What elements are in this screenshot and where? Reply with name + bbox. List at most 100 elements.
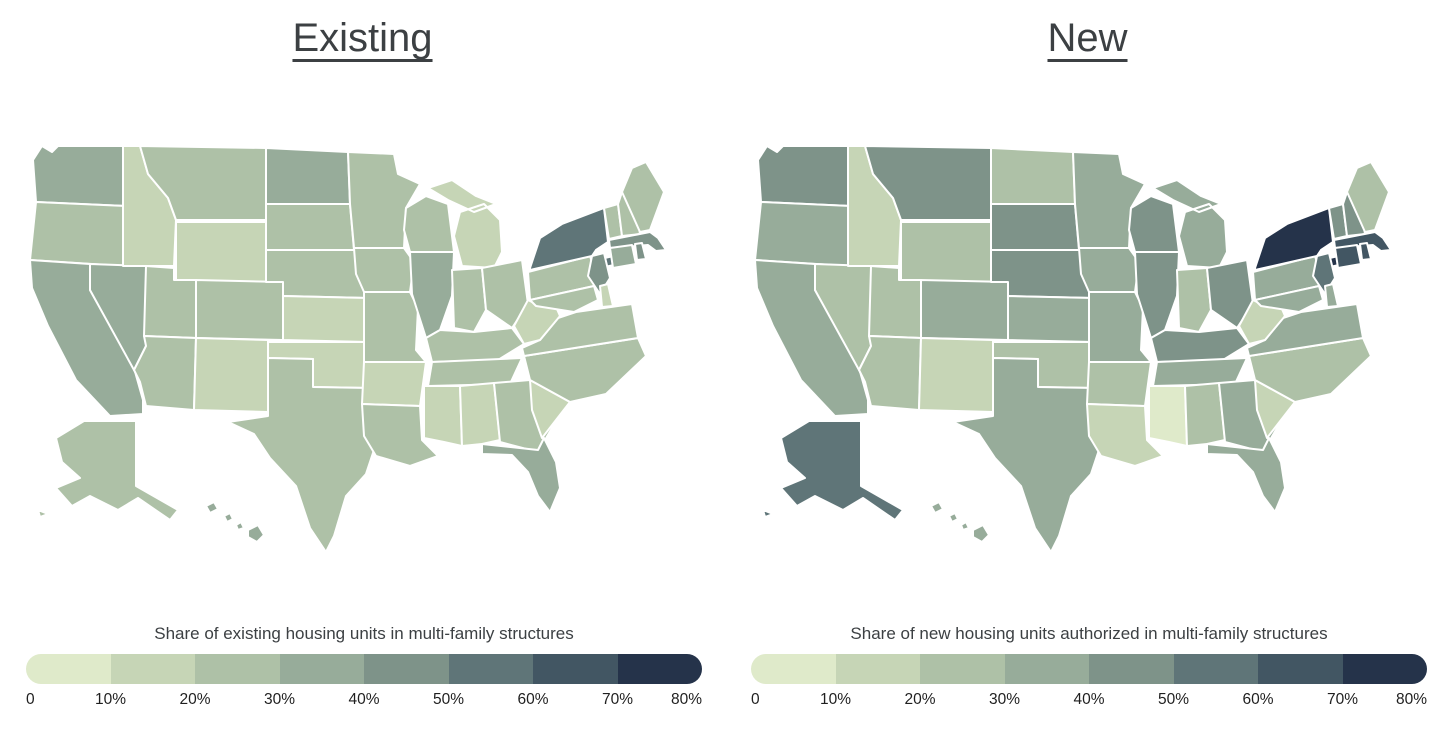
legend-colorbar-new — [751, 654, 1427, 684]
state-co-existing[interactable] — [195, 279, 284, 341]
legend-tick-label: 50% — [1157, 691, 1190, 708]
legend-color-segment-3 — [920, 654, 1005, 684]
legend-tick-label: 30% — [988, 691, 1021, 708]
state-ri-new[interactable] — [1359, 242, 1372, 261]
legend-tick-label: 70% — [601, 691, 634, 708]
choropleth-map-new — [753, 138, 1423, 568]
state-wa-existing[interactable] — [32, 145, 127, 207]
panel-new: New Share of new housing units authorize… — [725, 0, 1450, 750]
legend-color-segment-7 — [1258, 654, 1343, 684]
state-ky-new[interactable] — [1150, 327, 1250, 363]
legend-tick-labels-existing: 0 10% 20% 30% 40% 50% 60% 70% 80% — [26, 691, 702, 713]
legend-new: Share of new housing units authorized in… — [751, 624, 1427, 713]
state-sd-new[interactable] — [990, 203, 1080, 251]
legend-tick-label: 30% — [263, 691, 296, 708]
legend-color-segment-6 — [1173, 654, 1258, 684]
state-md-new[interactable] — [1254, 285, 1324, 313]
state-sd-existing[interactable] — [265, 203, 355, 251]
state-ar-existing[interactable] — [361, 361, 427, 407]
legend-existing: Share of existing housing units in multi… — [26, 624, 702, 713]
state-hi-new[interactable] — [930, 501, 990, 543]
legend-tick-label: 50% — [432, 691, 465, 708]
legend-tick-label: 80% — [1395, 691, 1427, 708]
state-ky-existing[interactable] — [425, 327, 525, 363]
map-title-new: New — [1047, 16, 1128, 60]
legend-tick-label: 40% — [1073, 691, 1105, 708]
legend-color-segment-4 — [279, 654, 364, 684]
state-mi-new[interactable] — [1152, 179, 1228, 269]
legend-color-segment-7 — [533, 654, 618, 684]
legend-color-segment-1 — [26, 654, 111, 684]
legend-tick-label: 70% — [1326, 691, 1359, 708]
state-al-existing[interactable] — [459, 382, 501, 447]
legend-tick-labels-new: 0 10% 20% 30% 40% 50% 60% 70% 80% — [751, 691, 1427, 713]
state-in-existing[interactable] — [451, 267, 487, 333]
state-nd-new[interactable] — [990, 147, 1076, 205]
state-ks-existing[interactable] — [282, 295, 369, 343]
legend-color-segment-4 — [1004, 654, 1089, 684]
state-ms-existing[interactable] — [423, 385, 463, 447]
legend-color-segment-5 — [364, 654, 449, 684]
state-md-existing[interactable] — [529, 285, 599, 313]
state-me-existing[interactable] — [621, 161, 665, 233]
state-wy-existing[interactable] — [175, 221, 267, 283]
legend-color-segment-2 — [835, 654, 920, 684]
legend-title-existing: Share of existing housing units in multi… — [154, 624, 574, 643]
state-hi-existing[interactable] — [205, 501, 265, 543]
state-mi-existing[interactable] — [427, 179, 503, 269]
state-la-new[interactable] — [1086, 403, 1164, 467]
state-or-new[interactable] — [754, 201, 852, 267]
state-ms-new[interactable] — [1148, 385, 1188, 447]
state-wa-new[interactable] — [757, 145, 852, 207]
legend-tick-label: 40% — [348, 691, 380, 708]
us-map-svg-new — [754, 145, 1392, 553]
legend-color-segment-2 — [110, 654, 195, 684]
legend-tick-label: 10% — [94, 691, 127, 708]
choropleth-map-existing — [28, 138, 698, 568]
legend-tick-label: 10% — [819, 691, 852, 708]
legend-tick-label: 60% — [517, 691, 549, 708]
map-title-existing: Existing — [292, 16, 433, 60]
state-ia-new[interactable] — [1078, 247, 1140, 293]
state-de-existing[interactable] — [599, 283, 614, 308]
state-ak-new[interactable] — [762, 420, 904, 521]
state-wi-existing[interactable] — [403, 195, 455, 253]
state-in-new[interactable] — [1176, 267, 1212, 333]
legend-tick-label: 60% — [1242, 691, 1274, 708]
state-nm-existing[interactable] — [193, 337, 269, 413]
state-de-new[interactable] — [1324, 283, 1339, 308]
legend-tick-label: 20% — [904, 691, 936, 708]
state-fl-existing[interactable] — [481, 437, 561, 513]
us-map-svg-existing — [29, 145, 667, 553]
state-la-existing[interactable] — [361, 403, 439, 467]
legend-tick-label: 0 — [751, 691, 760, 708]
state-or-existing[interactable] — [29, 201, 127, 267]
state-ak-existing[interactable] — [37, 420, 179, 521]
legend-color-segment-6 — [448, 654, 533, 684]
state-ct-new[interactable] — [1334, 244, 1362, 269]
state-wy-new[interactable] — [900, 221, 992, 283]
state-nm-new[interactable] — [918, 337, 994, 413]
state-ar-new[interactable] — [1086, 361, 1152, 407]
state-ia-existing[interactable] — [353, 247, 415, 293]
state-tx-existing[interactable] — [227, 357, 379, 553]
state-nd-existing[interactable] — [265, 147, 351, 205]
legend-colorbar-existing — [26, 654, 702, 684]
state-fl-new[interactable] — [1206, 437, 1286, 513]
state-ks-new[interactable] — [1007, 295, 1094, 343]
legend-tick-label: 20% — [179, 691, 211, 708]
state-ri-existing[interactable] — [634, 242, 647, 261]
legend-color-segment-5 — [1089, 654, 1174, 684]
legend-title-new: Share of new housing units authorized in… — [850, 624, 1328, 643]
legend-tick-label: 80% — [670, 691, 702, 708]
state-wi-new[interactable] — [1128, 195, 1180, 253]
state-ct-existing[interactable] — [609, 244, 637, 269]
state-co-new[interactable] — [920, 279, 1009, 341]
state-al-new[interactable] — [1184, 382, 1226, 447]
state-tx-new[interactable] — [952, 357, 1104, 553]
legend-color-segment-8 — [617, 654, 702, 684]
panel-existing: Existing Share of existing housing units… — [26, 16, 702, 713]
legend-tick-label: 0 — [26, 691, 35, 708]
state-me-new[interactable] — [1346, 161, 1390, 233]
